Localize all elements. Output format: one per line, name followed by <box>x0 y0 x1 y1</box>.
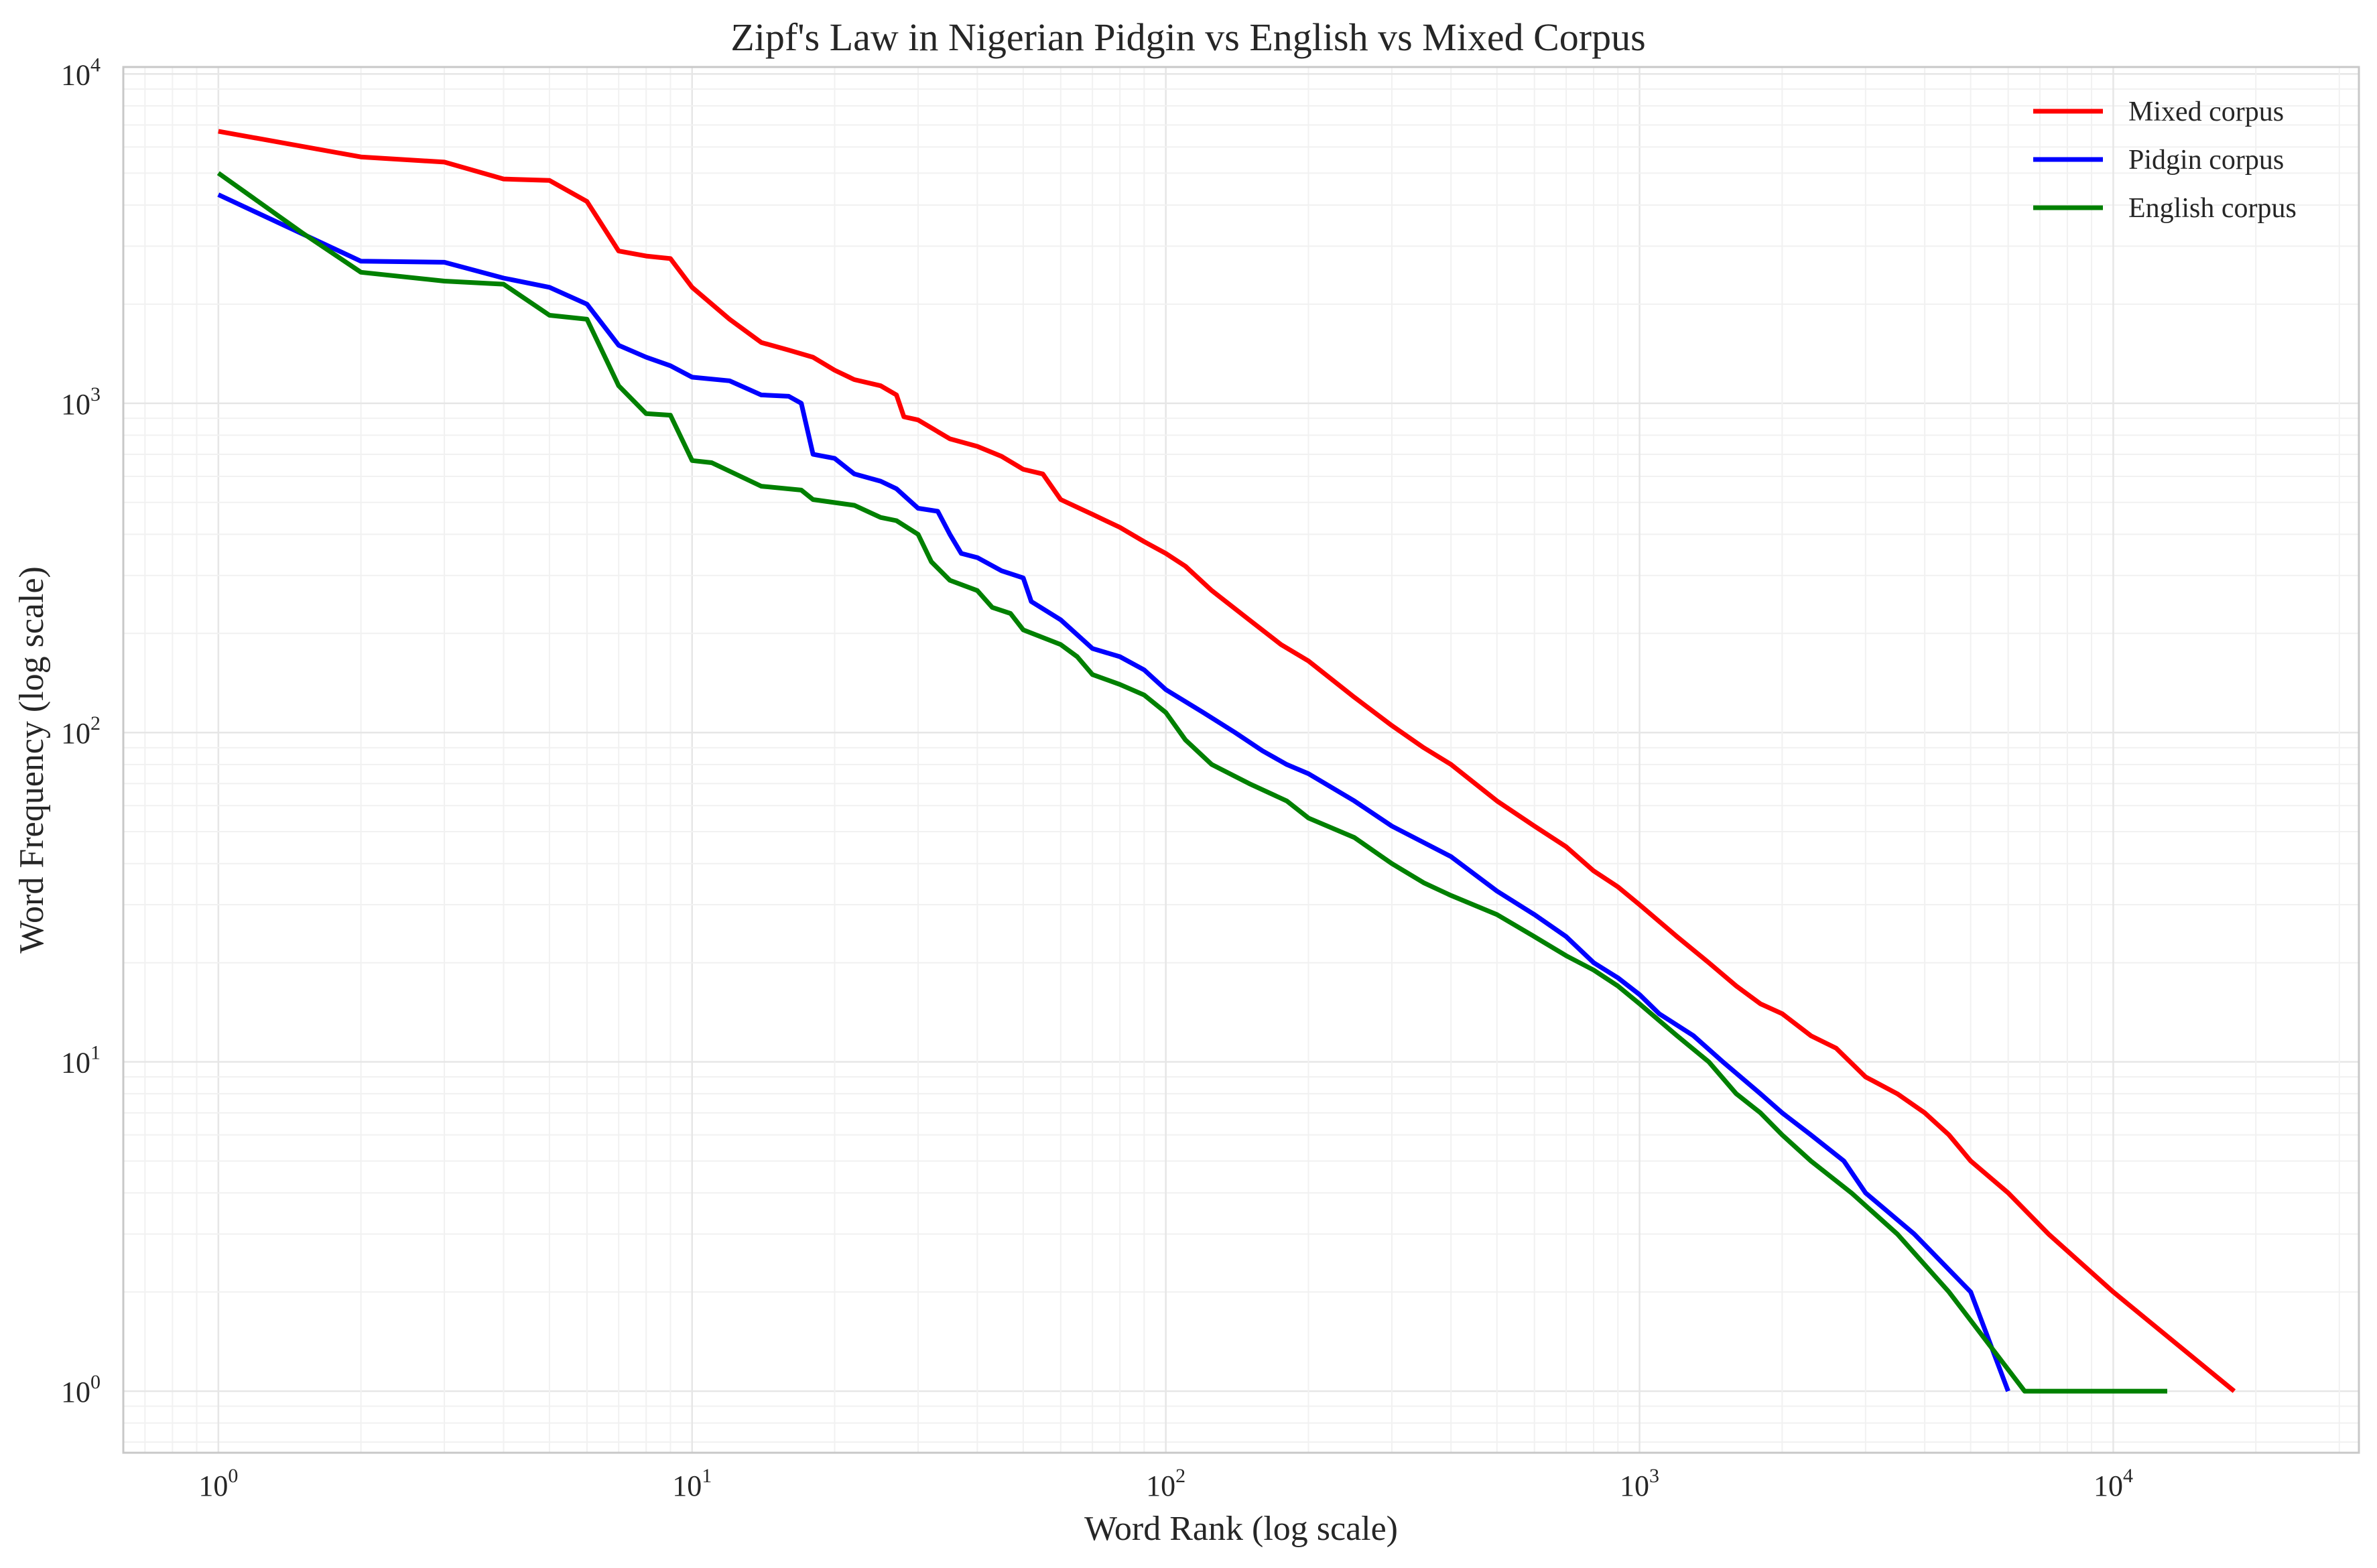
y-tick-label: 101 <box>61 1042 101 1080</box>
y-axis-label: Word Frequency (log scale) <box>13 566 51 954</box>
series-lines <box>216 129 2236 1394</box>
tick-labels: 100 101 102 103 104 100 101 102 103 104 <box>61 54 2133 1502</box>
chart-title: Zipf's Law in Nigerian Pidgin vs English… <box>730 15 1645 59</box>
plot-frame <box>122 66 2360 1454</box>
legend-label: Pidgin corpus <box>2128 145 2284 176</box>
legend: Mixed corpus Pidgin corpus English corpus <box>2033 96 2297 224</box>
x-tick-label: 103 <box>1620 1465 1659 1502</box>
series-line-0 <box>218 129 2236 1393</box>
legend-label: English corpus <box>2128 193 2297 224</box>
y-tick-label: 103 <box>61 383 101 421</box>
x-axis-label: Word Rank (log scale) <box>1084 1510 1398 1548</box>
series-line-1 <box>217 192 2010 1392</box>
x-tick-label: 104 <box>2094 1465 2133 1502</box>
x-tick-label: 102 <box>1146 1465 1185 1502</box>
x-tick-label: 100 <box>198 1465 238 1502</box>
y-tick-label: 100 <box>61 1371 101 1409</box>
grid-lines <box>123 67 2359 1453</box>
y-tick-label: 102 <box>61 712 101 750</box>
x-tick-label: 101 <box>672 1465 712 1502</box>
series-line-2 <box>216 171 2167 1394</box>
y-tick-label: 104 <box>61 54 101 91</box>
legend-label: Mixed corpus <box>2128 96 2284 127</box>
